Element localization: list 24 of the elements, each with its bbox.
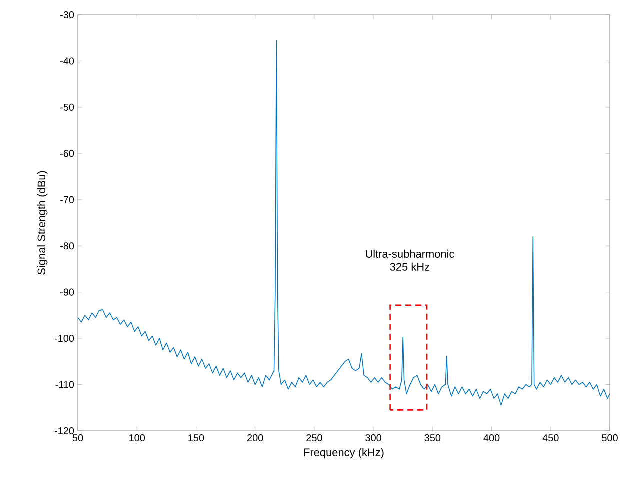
x-tick-label: 450 — [542, 434, 559, 442]
x-tick-label: 100 — [130, 434, 146, 442]
x-tick-label: 400 — [484, 434, 500, 442]
y-tick-label: -120 — [54, 427, 74, 435]
y-tick-label: -100 — [54, 335, 74, 342]
x-tick-label: 500 — [602, 434, 618, 442]
y-tick-label: -60 — [60, 150, 74, 158]
y-tick-label: -90 — [60, 288, 74, 296]
x-axis-title: Frequency (kHz) — [304, 448, 384, 459]
y-tick-label: -110 — [56, 381, 74, 388]
x-tick-label: 150 — [188, 434, 204, 442]
annotation: Ultra-subharmonic — [366, 250, 454, 258]
y-tick-label: -80 — [60, 242, 74, 250]
x-tick-label: 350 — [424, 434, 441, 442]
x-tick-label: 50 — [72, 434, 84, 442]
y-tick-label: -40 — [60, 58, 74, 65]
y-tick-label: -50 — [60, 104, 74, 111]
annotation: 325 kHz — [390, 262, 430, 271]
y-tick-label: -70 — [60, 196, 74, 204]
x-tick-label: 250 — [306, 434, 322, 442]
x-tick-label: 300 — [366, 434, 382, 442]
y-tick-label: -30 — [60, 11, 74, 19]
x-tick-label: 200 — [248, 434, 264, 442]
y-axis-title: Signal Strength (dBu) — [37, 171, 48, 275]
